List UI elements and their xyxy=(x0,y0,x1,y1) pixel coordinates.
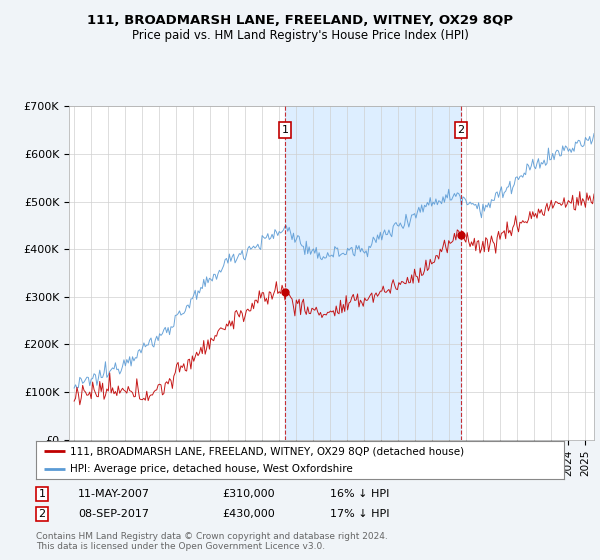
Bar xyxy=(285,106,461,440)
Text: 1: 1 xyxy=(281,125,289,135)
Text: 16% ↓ HPI: 16% ↓ HPI xyxy=(330,489,389,499)
Text: £310,000: £310,000 xyxy=(222,489,275,499)
Text: 111, BROADMARSH LANE, FREELAND, WITNEY, OX29 8QP: 111, BROADMARSH LANE, FREELAND, WITNEY, … xyxy=(87,14,513,27)
Text: This data is licensed under the Open Government Licence v3.0.: This data is licensed under the Open Gov… xyxy=(36,542,325,551)
Text: HPI: Average price, detached house, West Oxfordshire: HPI: Average price, detached house, West… xyxy=(70,464,353,474)
Text: Price paid vs. HM Land Registry's House Price Index (HPI): Price paid vs. HM Land Registry's House … xyxy=(131,29,469,42)
Text: 08-SEP-2017: 08-SEP-2017 xyxy=(78,509,149,519)
Text: 111, BROADMARSH LANE, FREELAND, WITNEY, OX29 8QP (detached house): 111, BROADMARSH LANE, FREELAND, WITNEY, … xyxy=(70,446,464,456)
Text: 17% ↓ HPI: 17% ↓ HPI xyxy=(330,509,389,519)
Text: Contains HM Land Registry data © Crown copyright and database right 2024.: Contains HM Land Registry data © Crown c… xyxy=(36,532,388,541)
Text: 1: 1 xyxy=(38,489,46,499)
Text: 2: 2 xyxy=(38,509,46,519)
Text: £430,000: £430,000 xyxy=(222,509,275,519)
Text: 2: 2 xyxy=(457,125,464,135)
Text: 11-MAY-2007: 11-MAY-2007 xyxy=(78,489,150,499)
